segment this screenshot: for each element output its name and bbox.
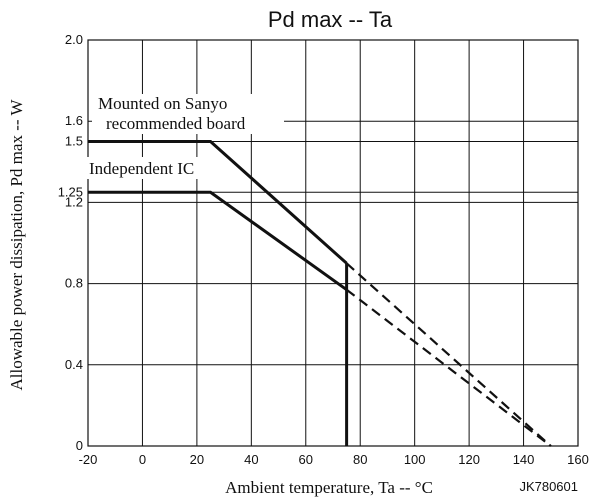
annotation-board-line2: recommended board [106, 114, 246, 133]
annotation-board-line1: Mounted on Sanyo [98, 94, 227, 113]
y-tick-label: 0.8 [65, 276, 83, 291]
annotation-mask-independent [86, 157, 222, 179]
y-tick-label: 1.5 [65, 134, 83, 149]
x-tick-label: 40 [244, 452, 258, 467]
x-tick-label: 80 [353, 452, 367, 467]
x-tick-label: 20 [190, 452, 204, 467]
series-1-derating-extension [345, 288, 552, 447]
x-tick-label: 60 [299, 452, 313, 467]
x-tick-label: 100 [404, 452, 426, 467]
y-tick-label: 1.6 [65, 113, 83, 128]
plot-frame [87, 39, 579, 447]
y-tick-labels: 0 0.4 0.8 1.21.25 1.5 1.6 2.0 [58, 32, 83, 453]
chart-title: Pd max -- Ta [268, 7, 393, 32]
y-tick-label: 1.2 [65, 194, 83, 209]
series-0-derating-extension [345, 262, 552, 447]
x-tick-label: 160 [567, 452, 589, 467]
y-tick-label: 0.4 [65, 357, 83, 372]
y-tick-label: 0 [76, 438, 83, 453]
y-tick-label: 2.0 [65, 32, 83, 47]
figure-code: JK780601 [519, 479, 578, 494]
annotation-independent-ic: Independent IC [89, 159, 194, 178]
y-tick-label: 1.25 [58, 184, 83, 199]
series-lines [88, 140, 552, 447]
x-tick-label: 0 [139, 452, 146, 467]
x-tick-label: 120 [458, 452, 480, 467]
x-tick-label: 140 [513, 452, 535, 467]
y-axis-label: Allowable power dissipation, Pd max -- W [7, 99, 26, 391]
series-1-solid-line [88, 190, 348, 291]
annotation-mask-board [92, 94, 284, 134]
x-axis-label: Ambient temperature, Ta -- °C [225, 478, 433, 497]
x-tick-label: -20 [79, 452, 98, 467]
x-tick-labels: -20 0 20 40 60 80 100 120 140 160 [79, 452, 589, 467]
series-0-solid-line [88, 140, 348, 265]
